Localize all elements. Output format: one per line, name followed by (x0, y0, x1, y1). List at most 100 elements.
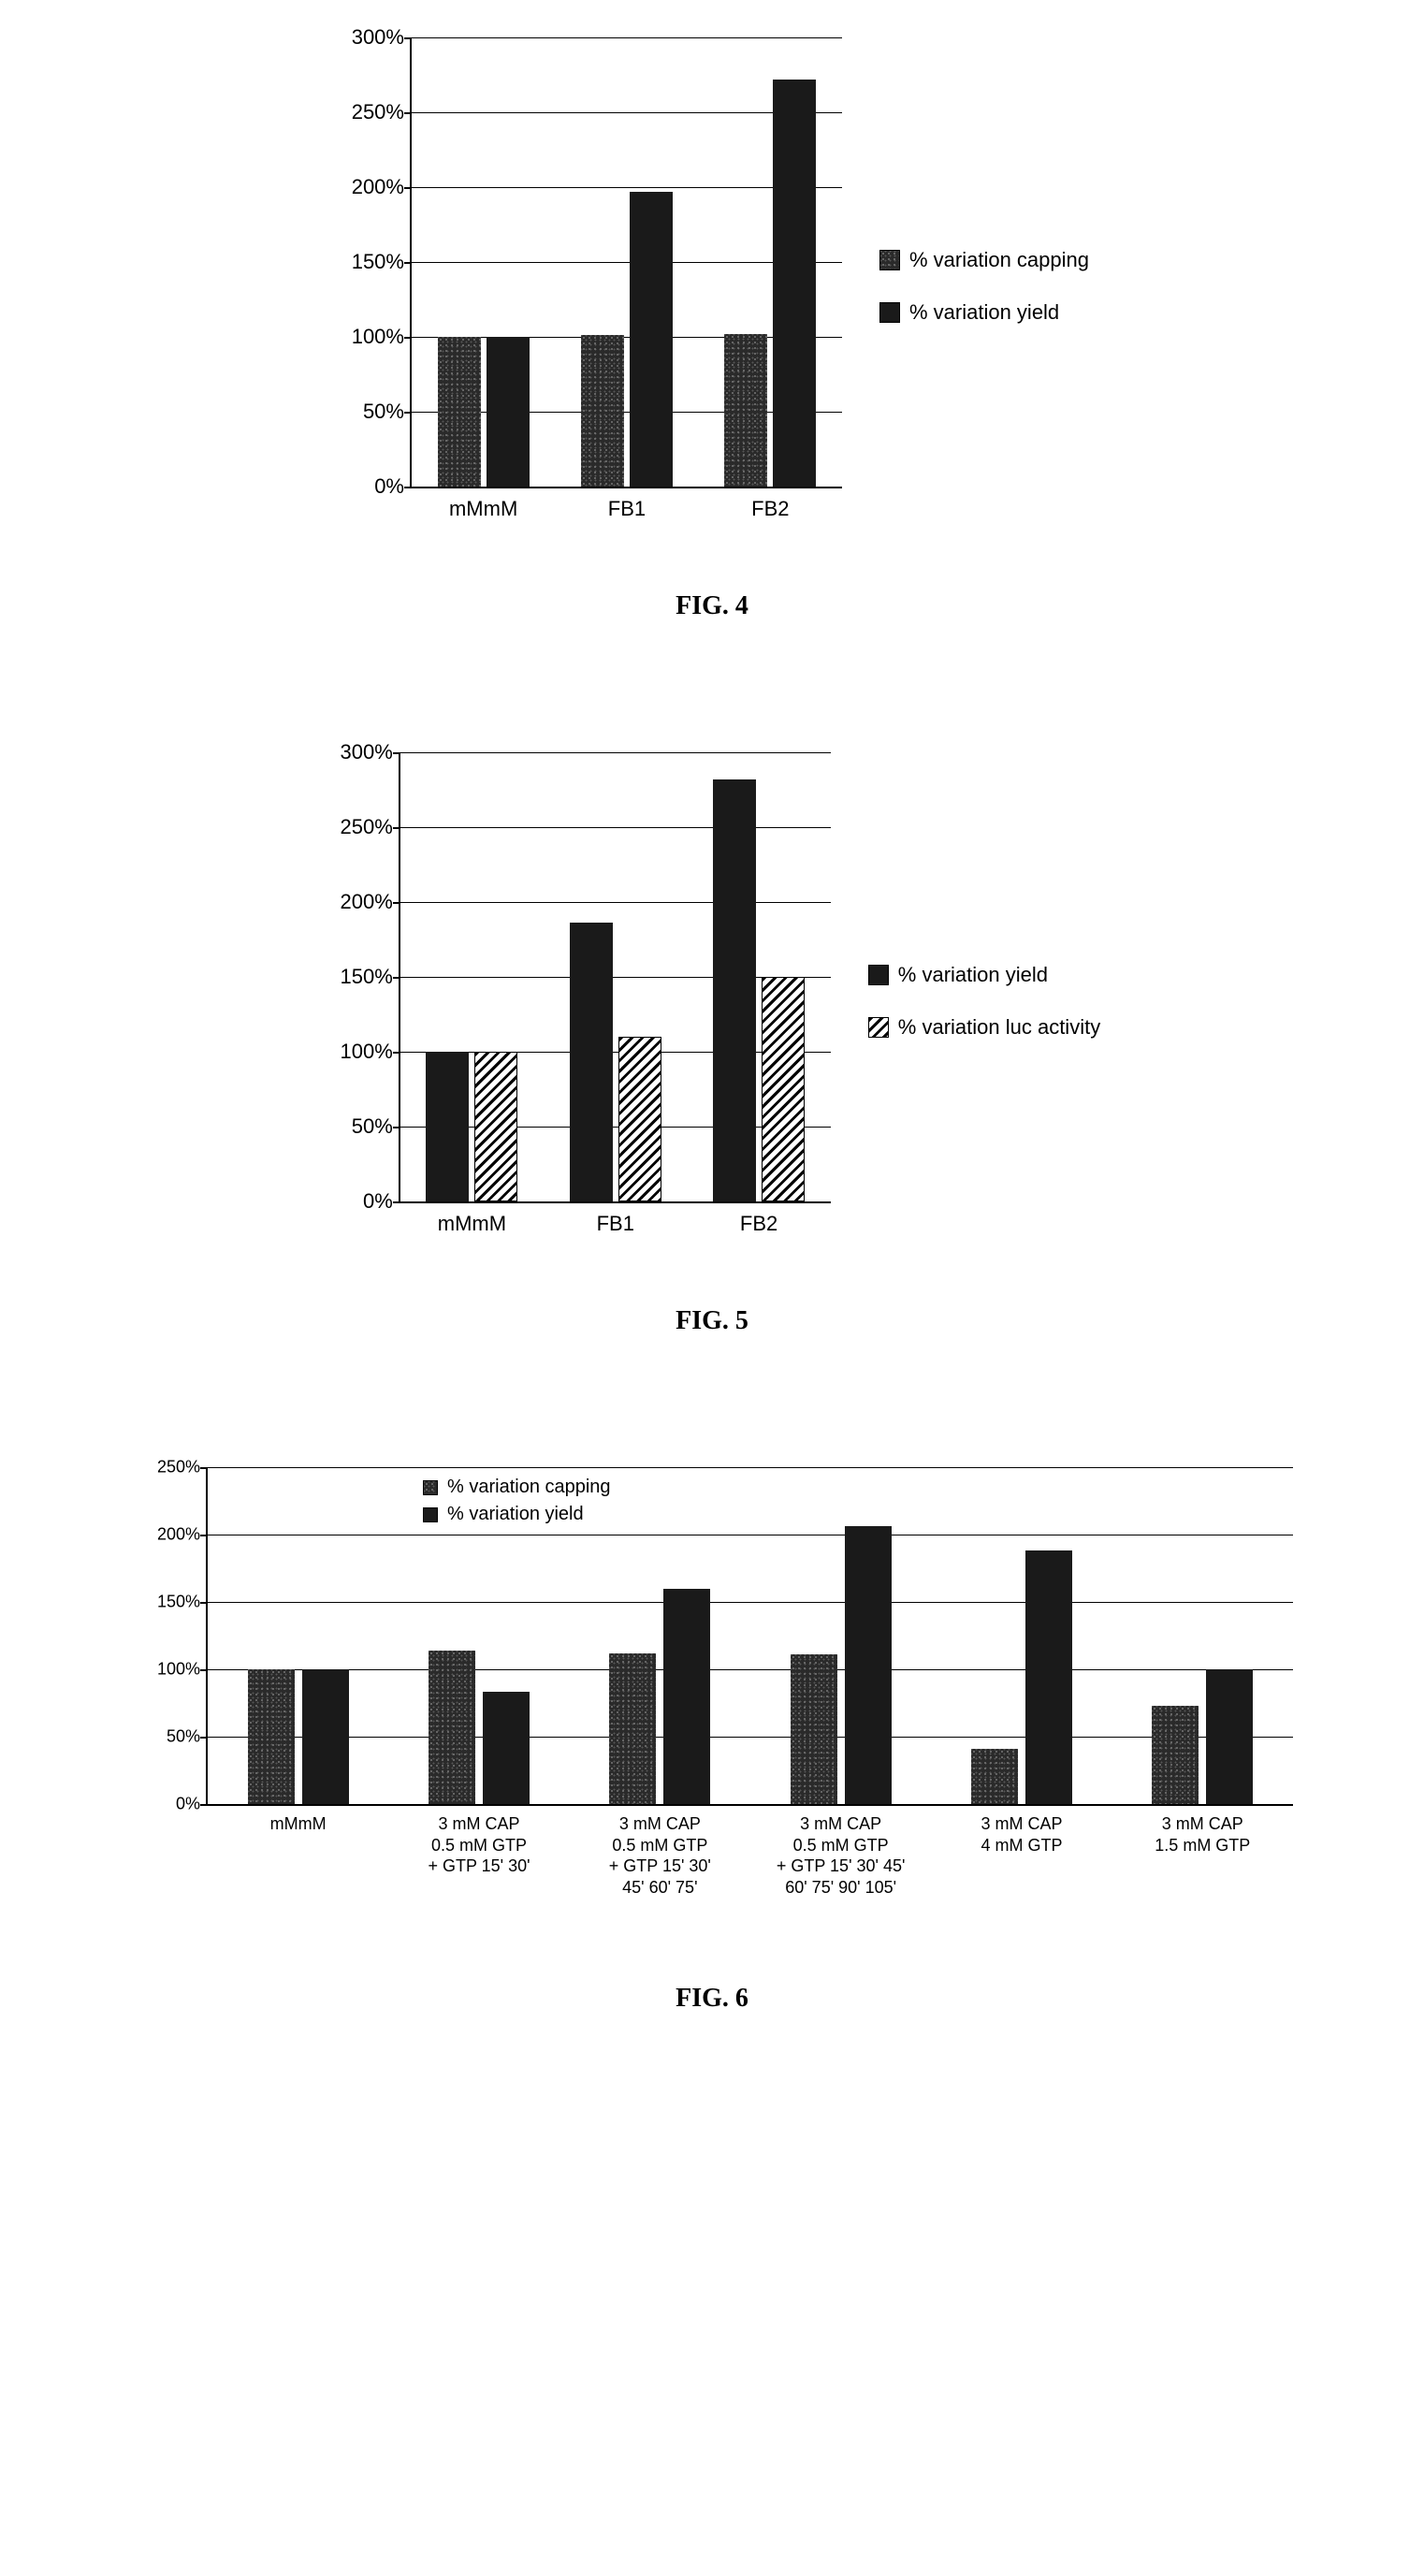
fig4-legend: % variation capping % variation yield (879, 248, 1089, 325)
y-tick-mark (393, 1052, 400, 1054)
y-tick-label: 200% (352, 175, 412, 199)
bar (609, 1653, 656, 1804)
y-tick-label: 150% (341, 965, 400, 989)
legend-label: % variation luc activity (898, 1015, 1100, 1040)
fig6-chart: 0%50%100%150%200%250%mMmM3 mM CAP 0.5 mM… (206, 1467, 1293, 1806)
bar (581, 335, 624, 487)
legend-item: % variation yield (868, 963, 1100, 987)
x-tick-label: FB2 (687, 1201, 830, 1237)
x-tick-label: mMmM (208, 1804, 388, 1898)
y-tick-mark (393, 977, 400, 979)
bar-group (931, 1550, 1112, 1804)
y-tick-label: 150% (352, 250, 412, 274)
bar-group (388, 1651, 569, 1804)
bar (483, 1692, 530, 1804)
bar-group (1112, 1669, 1293, 1804)
y-tick-mark (200, 1535, 208, 1536)
figure-5: 0%50%100%150%200%250%300%mMmMFB1FB2 % va… (19, 752, 1405, 1336)
bar-group (570, 1589, 750, 1804)
bar (438, 337, 481, 487)
legend-swatch (868, 1017, 889, 1038)
fig5-chart-row: 0%50%100%150%200%250%300%mMmMFB1FB2 % va… (324, 752, 1100, 1250)
bar (630, 192, 673, 487)
y-tick-mark (404, 37, 412, 39)
y-tick-mark (200, 1804, 208, 1806)
bar (570, 923, 613, 1201)
x-tick-label: 3 mM CAP 0.5 mM GTP + GTP 15' 30' 45' 60… (570, 1804, 750, 1898)
bar-group (687, 779, 830, 1201)
x-tick-label: 3 mM CAP 1.5 mM GTP (1112, 1804, 1293, 1898)
fig6-legend: % variation capping % variation yield (423, 1477, 611, 1525)
fig6-chart-outer: 0%50%100%150%200%250%mMmM3 mM CAP 0.5 mM… (131, 1467, 1293, 1928)
fig5-chart-outer: 0%50%100%150%200%250%300%mMmMFB1FB2 (324, 752, 831, 1250)
bar (713, 779, 756, 1201)
fig4-chart-row: 0%50%100%150%200%250%300%mMmMFB1FB2 % va… (335, 37, 1089, 535)
bar-group (208, 1669, 388, 1804)
legend-label: % variation capping (909, 248, 1089, 272)
fig6-chart-row: 0%50%100%150%200%250%mMmM3 mM CAP 0.5 mM… (131, 1467, 1293, 1928)
bars-area (400, 752, 831, 1201)
y-tick-label: 300% (341, 740, 400, 764)
bar-group (544, 923, 687, 1201)
bar (248, 1669, 295, 1804)
legend-item: % variation capping (879, 248, 1089, 272)
y-tick-mark (393, 827, 400, 829)
bar (971, 1749, 1018, 1804)
bar (429, 1651, 475, 1804)
legend-item: % variation yield (423, 1504, 611, 1525)
bar (845, 1526, 892, 1804)
x-labels: mMmMFB1FB2 (412, 487, 842, 522)
legend-item: % variation yield (879, 300, 1089, 325)
y-tick-label: 200% (341, 890, 400, 914)
bar (663, 1589, 710, 1804)
y-tick-label: 100% (341, 1040, 400, 1064)
bar-group (412, 337, 555, 487)
fig4-chart: 0%50%100%150%200%250%300%mMmMFB1FB2 (410, 37, 842, 488)
y-tick-label: 250% (341, 815, 400, 839)
y-tick-label: 250% (352, 100, 412, 124)
bar-group (750, 1526, 931, 1804)
bar (302, 1669, 349, 1804)
bar (1152, 1706, 1199, 1804)
y-tick-mark (404, 487, 412, 488)
y-tick-mark (404, 412, 412, 414)
x-tick-label: mMmM (400, 1201, 544, 1237)
legend-label: % variation yield (909, 300, 1059, 325)
fig4-caption: FIG. 4 (676, 591, 748, 621)
fig5-legend: % variation yield % variation luc activit… (868, 963, 1100, 1040)
bar (487, 337, 530, 487)
legend-swatch (868, 965, 889, 985)
legend-swatch (879, 250, 900, 270)
bar-group (555, 192, 698, 487)
bar (618, 1037, 661, 1201)
legend-item: % variation capping (423, 1477, 611, 1498)
legend-item: % variation luc activity (868, 1015, 1100, 1040)
fig4-chart-outer: 0%50%100%150%200%250%300%mMmMFB1FB2 (335, 37, 842, 535)
x-tick-label: mMmM (412, 487, 555, 522)
fig5-chart: 0%50%100%150%200%250%300%mMmMFB1FB2 (399, 752, 831, 1203)
x-tick-label: FB1 (544, 1201, 687, 1237)
bar (762, 977, 805, 1201)
legend-label: % variation yield (898, 963, 1048, 987)
legend-swatch (423, 1480, 438, 1495)
y-tick-label: 100% (352, 325, 412, 349)
x-labels: mMmM3 mM CAP 0.5 mM GTP + GTP 15' 30'3 m… (208, 1804, 1293, 1898)
bar (474, 1052, 517, 1201)
fig6-caption: FIG. 6 (676, 1984, 748, 2014)
y-tick-mark (200, 1737, 208, 1739)
x-tick-label: FB2 (699, 487, 842, 522)
y-tick-mark (404, 337, 412, 339)
legend-label: % variation yield (447, 1504, 584, 1525)
y-tick-mark (404, 262, 412, 264)
x-tick-label: 3 mM CAP 4 mM GTP (931, 1804, 1112, 1898)
y-tick-mark (393, 902, 400, 904)
x-tick-label: 3 mM CAP 0.5 mM GTP + GTP 15' 30' (388, 1804, 569, 1898)
y-tick-mark (200, 1467, 208, 1469)
y-tick-mark (200, 1602, 208, 1604)
bar (773, 80, 816, 487)
bars-area (412, 37, 842, 487)
x-tick-label: FB1 (555, 487, 698, 522)
figure-4: 0%50%100%150%200%250%300%mMmMFB1FB2 % va… (19, 37, 1405, 621)
bar-group (699, 80, 842, 487)
bars-area (208, 1467, 1293, 1804)
